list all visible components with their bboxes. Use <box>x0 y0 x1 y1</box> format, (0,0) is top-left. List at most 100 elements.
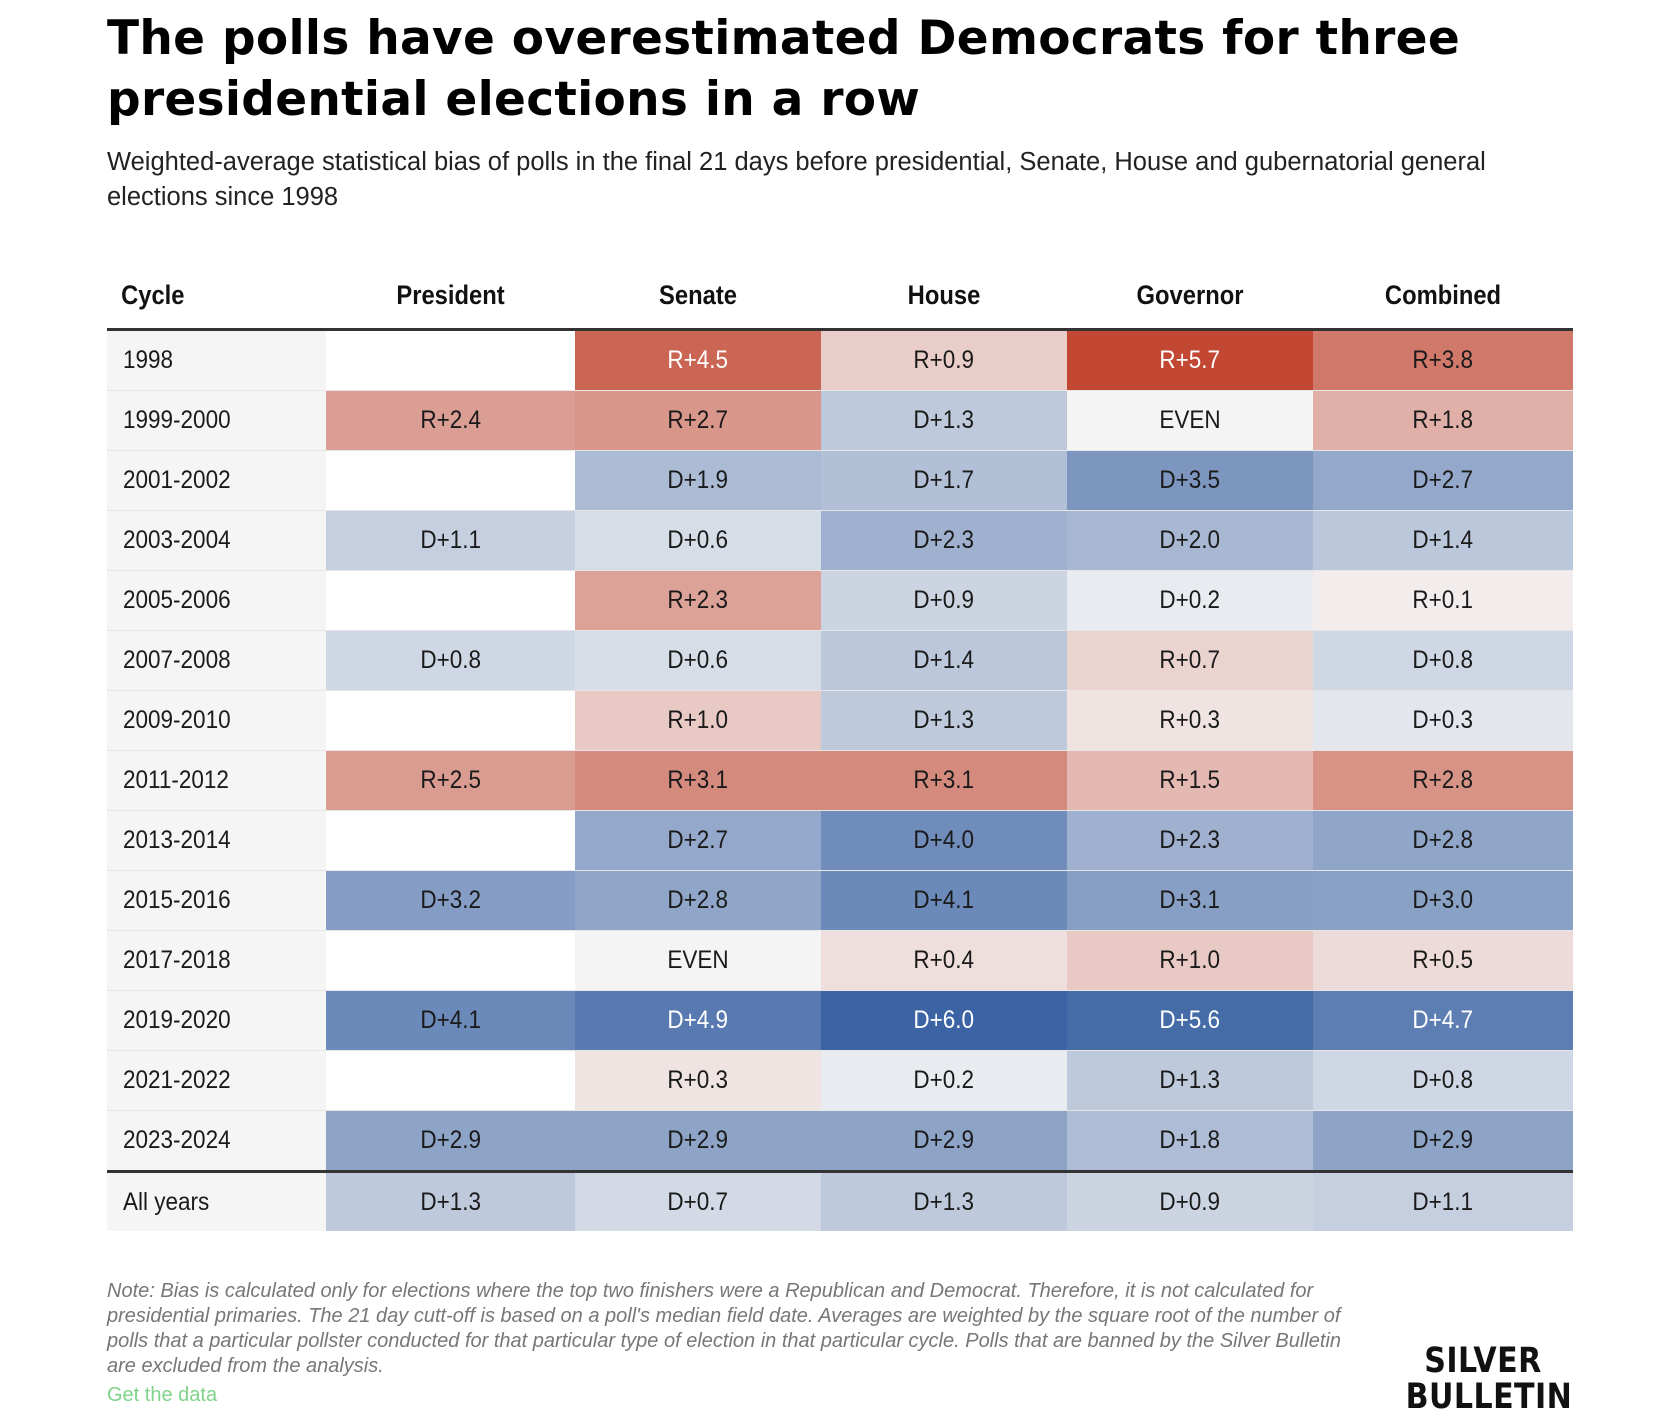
cycle-label-text: 1998 <box>123 346 174 374</box>
bias-cell-house: R+0.4 <box>821 930 1067 991</box>
bias-cell-house: D+0.2 <box>821 1050 1067 1111</box>
bias-value: D+3.1 <box>1159 886 1221 914</box>
bias-cell-senate: R+3.1 <box>575 750 821 811</box>
bias-value: R+2.8 <box>1412 766 1474 794</box>
cycle-label-text: 2009-2010 <box>123 706 231 734</box>
bias-value: D+1.9 <box>667 466 729 494</box>
table-row: 1998 R+4.5 R+0.9 R+5.7 R+3.8 <box>107 329 1573 391</box>
bias-cell-senate: D+1.9 <box>575 450 821 511</box>
bias-cell-combined: D+2.9 <box>1313 1110 1573 1172</box>
bias-value: D+0.9 <box>1159 1187 1221 1216</box>
bias-cell-governor: D+1.3 <box>1067 1050 1313 1111</box>
table-row: 2009-2010 R+1.0 D+1.3 R+0.3 D+0.3 <box>107 690 1573 751</box>
bias-value: R+1.8 <box>1412 406 1474 434</box>
table-row: 2001-2002 D+1.9 D+1.7 D+3.5 D+2.7 <box>107 450 1573 511</box>
bias-cell-president: D+1.3 <box>326 1170 575 1231</box>
cycle-label: 1999-2000 <box>107 390 326 451</box>
header-row: Cycle President Senate House Governor Combine… <box>107 263 1573 331</box>
bias-value: D+0.6 <box>667 646 729 674</box>
bias-cell-combined: R+3.8 <box>1313 329 1573 391</box>
bias-cell-governor: D+2.3 <box>1067 810 1313 871</box>
table-row: 2017-2018 EVEN R+0.4 R+1.0 R+0.5 <box>107 930 1573 991</box>
cycle-label-text: 2017-2018 <box>123 946 231 974</box>
bias-cell-governor: D+3.1 <box>1067 870 1313 931</box>
bias-cell-president: D+1.1 <box>326 510 575 571</box>
bias-value: D+1.3 <box>913 406 975 434</box>
table-row: 2019-2020 D+4.1 D+4.9 D+6.0 D+5.6 D+4.7 <box>107 990 1573 1051</box>
bias-value: D+1.1 <box>1412 1187 1474 1216</box>
bias-cell-governor: R+5.7 <box>1067 329 1313 391</box>
cycle-label-text: 2007-2008 <box>123 646 231 674</box>
bias-value: R+2.7 <box>667 406 729 434</box>
bias-cell-combined: D+0.8 <box>1313 630 1573 691</box>
bias-value: R+2.3 <box>667 586 729 614</box>
bias-value: D+2.0 <box>1159 526 1221 554</box>
column-header-house: House <box>835 263 1053 331</box>
chart-title: The polls have overestimated Democrats f… <box>107 11 1461 127</box>
bias-cell-president: D+3.2 <box>326 870 575 931</box>
bias-value: R+1.0 <box>667 706 729 734</box>
bias-cell-house: R+0.9 <box>821 329 1067 391</box>
logo-line-2: BULLETIN <box>1405 1377 1573 1417</box>
bias-value: D+4.1 <box>913 886 975 914</box>
cycle-label: 2003-2004 <box>107 510 326 571</box>
bias-value: R+0.4 <box>913 946 975 974</box>
table-row: 2007-2008 D+0.8 D+0.6 D+1.4 R+0.7 D+0.8 <box>107 630 1573 691</box>
footnote: Note: Bias is calculated only for electi… <box>107 1280 1342 1377</box>
bias-value: D+2.9 <box>1412 1126 1474 1154</box>
cycle-label: 2019-2020 <box>107 990 326 1051</box>
bias-value: D+2.9 <box>420 1126 481 1154</box>
bias-cell-house: D+1.7 <box>821 450 1067 511</box>
bias-cell-governor: R+1.0 <box>1067 930 1313 991</box>
cycle-label-text: All years <box>123 1187 210 1216</box>
bias-value: D+0.2 <box>913 1066 975 1094</box>
bias-cell-house: D+4.1 <box>821 870 1067 931</box>
bias-value: D+0.2 <box>1159 586 1221 614</box>
bias-cell-senate: D+0.6 <box>575 510 821 571</box>
column-header-cycle: Cycle <box>107 263 300 331</box>
bias-value: R+2.5 <box>420 766 481 794</box>
bias-cell-governor: D+1.8 <box>1067 1110 1313 1172</box>
bias-cell-senate: D+0.7 <box>575 1170 821 1231</box>
bias-value: R+0.5 <box>1412 946 1474 974</box>
bias-value: R+0.7 <box>1159 646 1221 674</box>
bias-cell-president: R+2.5 <box>326 750 575 811</box>
cycle-label-text: 2005-2006 <box>123 586 231 614</box>
bias-value: R+0.3 <box>667 1066 729 1094</box>
bias-value: R+4.5 <box>667 346 729 374</box>
cycle-label: 2009-2010 <box>107 690 326 751</box>
bias-cell-house: D+2.9 <box>821 1110 1067 1172</box>
bias-value: R+1.0 <box>1159 946 1221 974</box>
bias-cell-senate: R+4.5 <box>575 329 821 391</box>
bias-value: D+2.9 <box>913 1126 975 1154</box>
table-row: 2013-2014 D+2.7 D+4.0 D+2.3 D+2.8 <box>107 810 1573 871</box>
bias-value: D+1.1 <box>420 526 481 554</box>
table-row: 2023-2024 D+2.9 D+2.9 D+2.9 D+1.8 D+2.9 <box>107 1110 1573 1172</box>
bias-cell-governor: D+3.5 <box>1067 450 1313 511</box>
table-row: 2011-2012 R+2.5 R+3.1 R+3.1 R+1.5 R+2.8 <box>107 750 1573 811</box>
bias-value: D+0.8 <box>1412 646 1474 674</box>
bias-cell-governor: R+1.5 <box>1067 750 1313 811</box>
bias-value: D+1.3 <box>420 1187 481 1216</box>
bias-value: R+1.5 <box>1159 766 1221 794</box>
bias-value: R+0.9 <box>913 346 975 374</box>
bias-value: D+2.7 <box>1412 466 1474 494</box>
bias-cell-governor: EVEN <box>1067 390 1313 451</box>
bias-cell-president <box>326 329 575 391</box>
bias-value: D+2.8 <box>667 886 729 914</box>
bias-cell-governor: D+5.6 <box>1067 990 1313 1051</box>
bias-value: D+6.0 <box>913 1006 975 1034</box>
table-row: 2003-2004 D+1.1 D+0.6 D+2.3 D+2.0 D+1.4 <box>107 510 1573 571</box>
logo-line-1: SILVER <box>1424 1341 1542 1381</box>
bias-value: D+1.7 <box>913 466 975 494</box>
bias-cell-president: D+2.9 <box>326 1110 575 1172</box>
cycle-label-text: 2015-2016 <box>123 886 231 914</box>
bias-cell-house: D+0.9 <box>821 570 1067 631</box>
bias-value: R+3.8 <box>1412 346 1474 374</box>
bias-cell-senate: D+4.9 <box>575 990 821 1051</box>
get-the-data-link[interactable]: Get the data <box>107 1384 218 1406</box>
bias-value: D+1.8 <box>1159 1126 1221 1154</box>
cycle-label: 2021-2022 <box>107 1050 326 1111</box>
bias-cell-senate: R+2.3 <box>575 570 821 631</box>
bias-cell-house: D+1.3 <box>821 690 1067 751</box>
